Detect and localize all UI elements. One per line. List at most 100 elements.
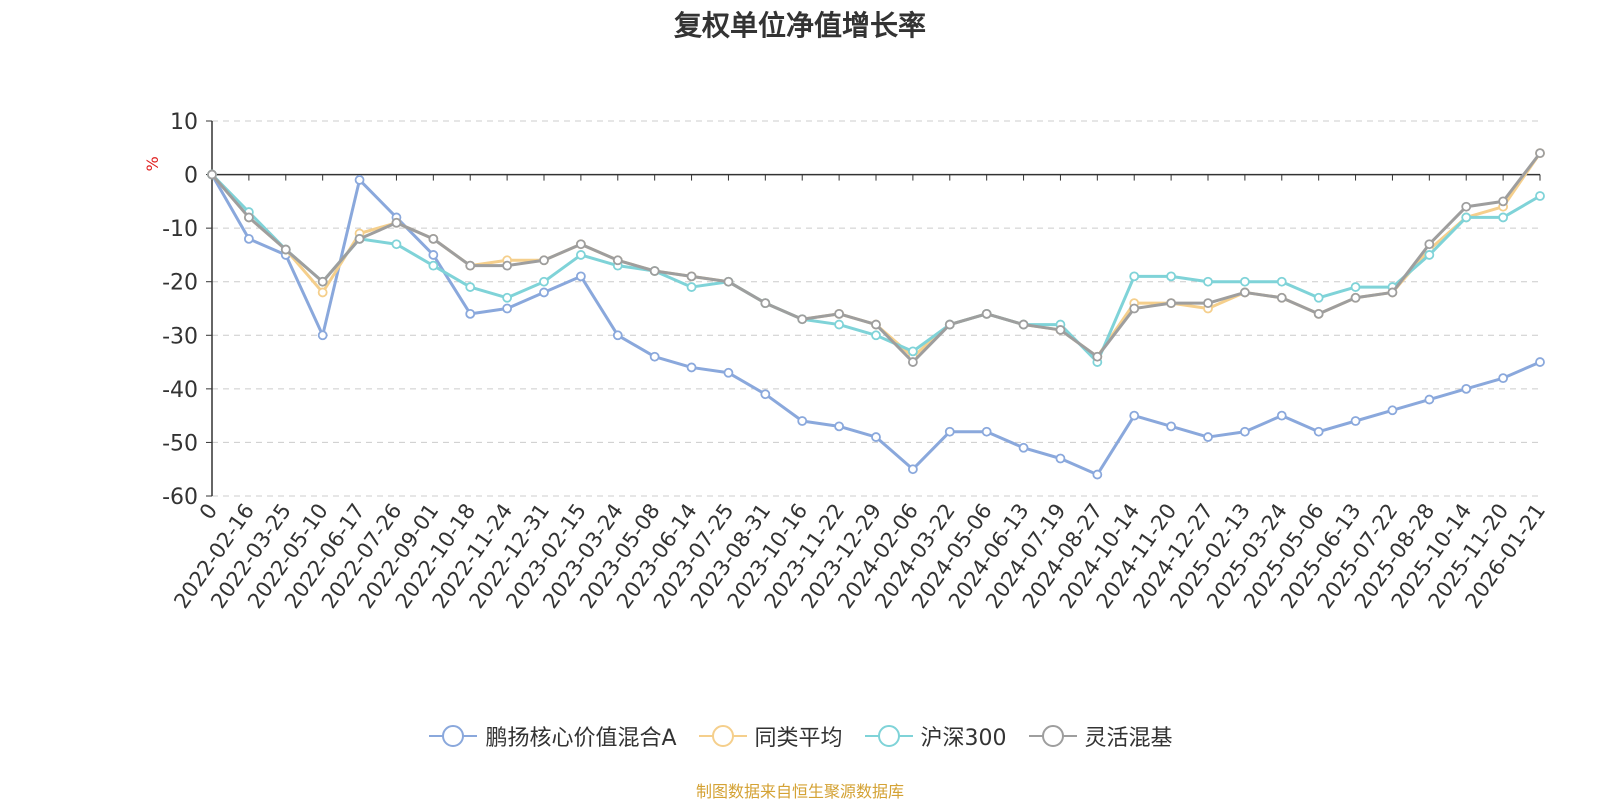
- series-point-3: [1424, 239, 1435, 250]
- series-point-0: [243, 233, 254, 244]
- series-point-3: [1129, 303, 1140, 314]
- label-layer: 100-10-20-30-40-50-60%02022-02-162022-03…: [143, 110, 1550, 613]
- series-point-3: [612, 255, 623, 266]
- series-point-3: [391, 217, 402, 228]
- series-point-0: [612, 330, 623, 341]
- series-point-0: [1461, 383, 1472, 394]
- series-point-0: [1350, 416, 1361, 426]
- series-point-3: [907, 357, 918, 367]
- series-point-3: [834, 308, 845, 319]
- series-point-3: [1092, 351, 1103, 362]
- legend-item[interactable]: 鹏扬核心价值混合A: [427, 720, 677, 752]
- series-point-2: [686, 282, 697, 292]
- series-point-0: [1498, 373, 1509, 384]
- series-point-3: [1018, 319, 1029, 330]
- series-point-0: [575, 271, 586, 282]
- series-point-2: [1129, 271, 1140, 282]
- series-point-0: [428, 250, 439, 260]
- series-point-3: [944, 319, 955, 330]
- legend-item[interactable]: 沪深300: [863, 720, 1007, 752]
- legend-swatch-icon: [698, 725, 747, 747]
- series-point-0: [797, 416, 808, 426]
- series-point-0: [317, 330, 328, 341]
- series-point-0: [539, 287, 549, 298]
- series-point-2: [1203, 276, 1213, 287]
- series-layer: [207, 148, 1545, 480]
- series-point-2: [391, 239, 402, 250]
- series-point-0: [354, 175, 365, 185]
- y-axis-label: %: [143, 156, 162, 171]
- series-point-1: [317, 287, 328, 298]
- series-point-3: [539, 255, 549, 266]
- series-point-3: [207, 169, 217, 180]
- series-point-0: [1018, 442, 1029, 453]
- legend-label: 同类平均: [754, 726, 843, 751]
- series-point-2: [1350, 282, 1361, 292]
- series-point-3: [1055, 325, 1066, 335]
- series-point-2: [834, 319, 845, 330]
- series-point-2: [465, 282, 476, 292]
- series-point-2: [1424, 250, 1435, 260]
- source-note: 制图数据来自恒生聚源数据库: [695, 782, 904, 801]
- y-tick-label: -20: [162, 271, 198, 296]
- series-point-3: [428, 233, 439, 244]
- chart-plot: 100-10-20-30-40-50-60%02022-02-162022-03…: [143, 110, 1550, 613]
- axis-layer: [206, 120, 1541, 497]
- series-point-2: [1313, 292, 1324, 303]
- series-point-3: [1203, 298, 1213, 309]
- y-tick-label: -50: [162, 431, 198, 456]
- series-point-2: [1239, 276, 1250, 287]
- legend-label: 鹏扬核心价值混合A: [485, 726, 677, 751]
- series-point-0: [1092, 469, 1103, 480]
- series-point-0: [1276, 410, 1287, 421]
- series-point-3: [871, 319, 881, 330]
- y-tick-label: -30: [162, 324, 198, 349]
- series-point-3: [502, 260, 513, 271]
- series-point-3: [575, 239, 586, 250]
- series-point-3: [1535, 148, 1545, 159]
- series-point-0: [1424, 394, 1435, 405]
- series-point-0: [465, 308, 476, 319]
- series-point-2: [1276, 276, 1287, 287]
- y-tick-label: -40: [162, 378, 198, 403]
- series-point-3: [1461, 201, 1472, 212]
- series-point-3: [354, 233, 365, 244]
- legend-item[interactable]: 灵活混基: [1027, 720, 1173, 752]
- series-point-0: [760, 389, 771, 400]
- x-tick-label: 0: [195, 499, 222, 524]
- series-point-0: [1129, 410, 1140, 421]
- series-point-0: [944, 426, 955, 437]
- chart-title: 复权单位净值增长率: [673, 9, 926, 42]
- series-point-3: [465, 260, 476, 271]
- y-tick-label: 0: [184, 164, 198, 189]
- series-point-2: [1461, 212, 1472, 223]
- series-point-3: [1387, 287, 1398, 298]
- series-point-3: [1498, 196, 1509, 207]
- series-point-3: [981, 308, 992, 319]
- series-point-2: [1166, 271, 1177, 282]
- series-point-2: [1498, 212, 1509, 223]
- series-point-2: [871, 330, 881, 341]
- series-point-3: [317, 276, 328, 287]
- series-point-0: [649, 351, 660, 362]
- y-tick-label: 10: [170, 110, 198, 135]
- series-point-3: [797, 314, 808, 325]
- series-point-3: [760, 298, 771, 309]
- legend-label: 沪深300: [920, 726, 1007, 751]
- series-point-0: [1387, 405, 1398, 416]
- y-tick-label: -60: [162, 485, 198, 510]
- legend-item[interactable]: 同类平均: [697, 720, 843, 752]
- series-point-0: [1313, 426, 1324, 437]
- series-point-3: [280, 244, 291, 255]
- series-point-0: [1535, 357, 1545, 367]
- series-point-3: [1239, 287, 1250, 298]
- series-point-3: [1166, 298, 1177, 309]
- series-point-0: [502, 303, 513, 314]
- series-point-2: [1535, 191, 1545, 201]
- series-point-2: [502, 292, 513, 303]
- series-point-0: [834, 421, 845, 432]
- legend: 鹏扬核心价值混合A 同类平均 沪深300 灵活混基: [0, 720, 1600, 752]
- series-point-3: [686, 271, 697, 282]
- series-point-0: [1055, 453, 1066, 464]
- series-point-2: [575, 250, 586, 260]
